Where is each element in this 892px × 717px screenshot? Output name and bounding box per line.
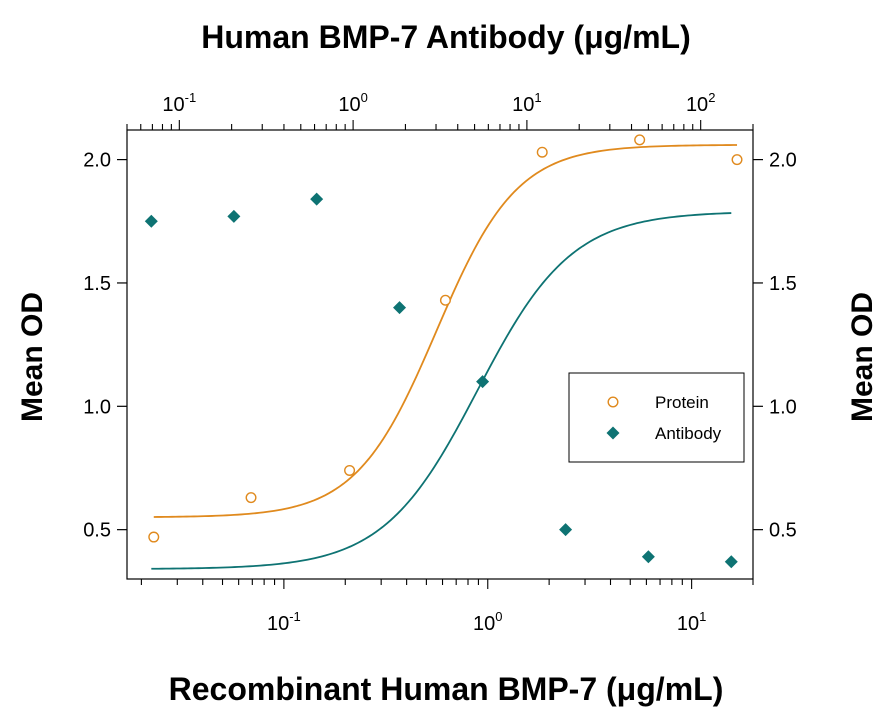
- point-antibody: [641, 550, 655, 564]
- legend-label-protein: Protein: [655, 393, 709, 412]
- point-antibody: [476, 375, 490, 389]
- y-tick-label-right: 1.5: [769, 273, 797, 295]
- legend: Protein Antibody: [568, 372, 745, 463]
- x-tick-label-bottom: 10-1: [267, 609, 301, 635]
- point-antibody: [393, 301, 407, 315]
- fit-curve-protein: [153, 144, 738, 518]
- axes-layer: 0.5 0.5 1.0 1.0 1.5 1.5 2.0 2.0 10-1 100 101 10-1 10…: [83, 90, 797, 635]
- right-axis-title: Mean OD: [846, 292, 879, 422]
- y-tick-label-left: 0.5: [83, 520, 111, 542]
- point-protein: [536, 146, 548, 158]
- y-tick-label-right: 1.0: [769, 396, 797, 418]
- x-tick-label-top: 10-1: [162, 90, 196, 116]
- top-axis-title: Human BMP-7 Antibody (μg/mL): [201, 19, 690, 55]
- point-antibody: [310, 192, 324, 206]
- fit-curves: [151, 144, 738, 570]
- legend-label-antibody: Antibody: [655, 424, 722, 443]
- y-tick-label-right: 2.0: [769, 150, 797, 172]
- point-protein: [439, 294, 451, 306]
- point-antibody: [559, 523, 573, 537]
- point-protein: [634, 134, 646, 146]
- data-points: [144, 134, 743, 569]
- legend-marker-antibody: [606, 426, 620, 440]
- point-protein: [344, 464, 356, 476]
- bottom-axis-title: Recombinant Human BMP-7 (μg/mL): [169, 671, 724, 707]
- point-protein: [245, 492, 257, 504]
- y-tick-label-left: 1.0: [83, 396, 111, 418]
- x-tick-label-bottom: 101: [677, 609, 706, 635]
- point-antibody: [227, 209, 241, 223]
- x-tick-label-top: 102: [686, 90, 715, 116]
- x-tick-label-top: 100: [338, 90, 367, 116]
- legend-marker-protein: [607, 396, 619, 408]
- y-tick-label-left: 1.5: [83, 273, 111, 295]
- x-tick-label-bottom: 100: [473, 609, 502, 635]
- y-tick-label-right: 0.5: [769, 520, 797, 542]
- left-axis-title: Mean OD: [16, 292, 49, 422]
- y-tick-label-left: 2.0: [83, 150, 111, 172]
- fit-curve-antibody: [151, 212, 732, 570]
- x-tick-label-top: 101: [512, 90, 541, 116]
- point-protein: [148, 531, 160, 543]
- point-protein: [731, 154, 743, 166]
- point-antibody: [724, 555, 738, 569]
- legend-box: [568, 372, 745, 463]
- point-antibody: [144, 214, 158, 228]
- plot-frame: [126, 129, 754, 580]
